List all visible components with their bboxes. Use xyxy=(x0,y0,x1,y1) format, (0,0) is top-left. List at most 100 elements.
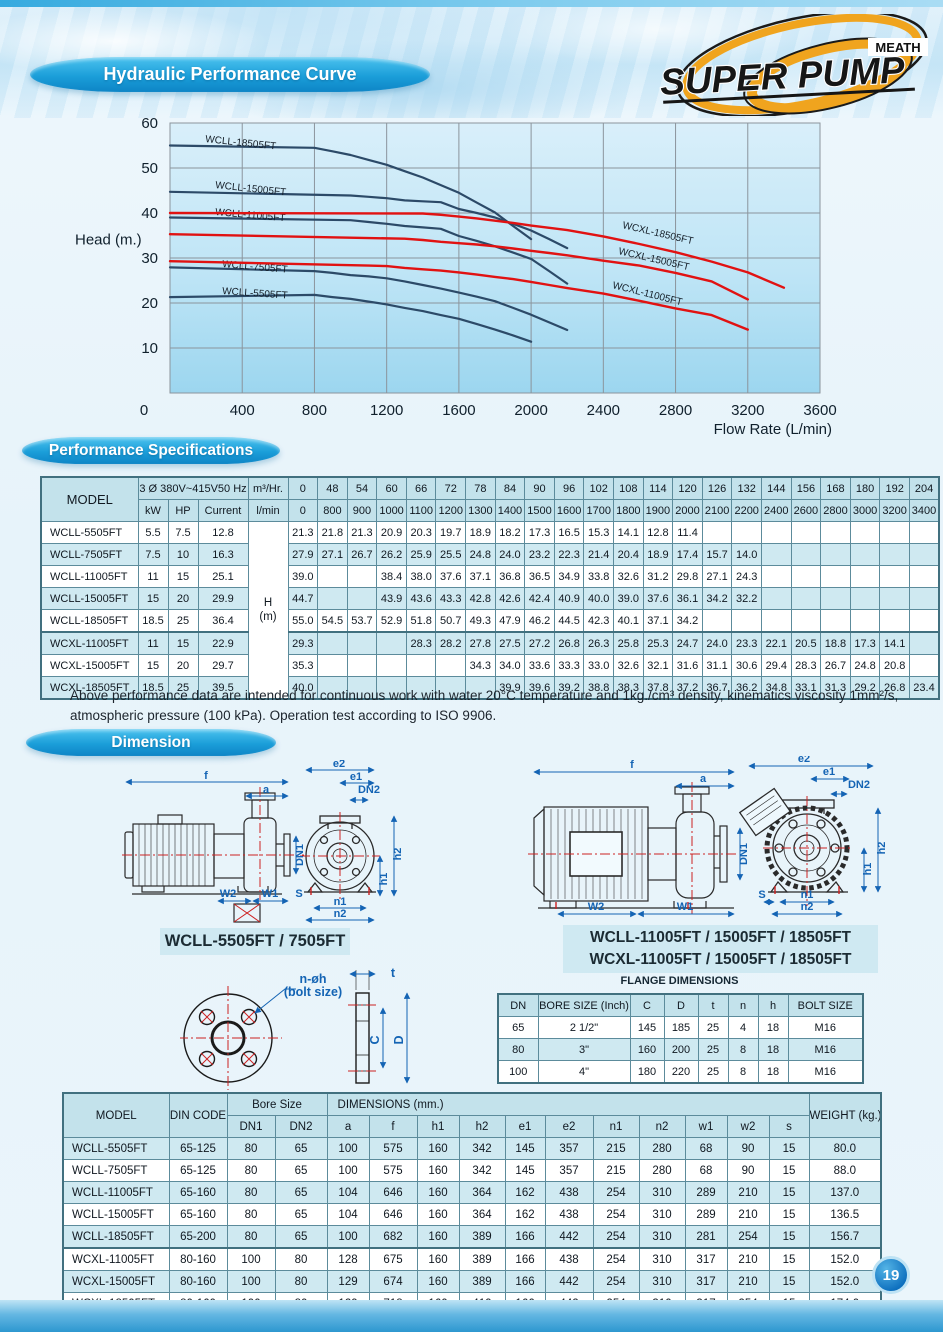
cell: 254 xyxy=(592,1181,640,1204)
cell xyxy=(376,631,407,655)
cell: 254 xyxy=(726,1225,770,1249)
spec-row: WCLL-7505FT 7.5 10 16.3 27.9 27.1 26.7 26.2 25.9… xyxy=(40,543,940,566)
cell: 210 xyxy=(726,1247,770,1271)
cell: 65-125 xyxy=(168,1137,228,1160)
svg-text:1200: 1200 xyxy=(370,402,403,419)
header-cell: 60 xyxy=(376,476,407,500)
cell: 160 xyxy=(629,1038,665,1061)
cell: 30.6 xyxy=(731,654,762,677)
cell: 389 xyxy=(458,1225,506,1249)
top-accent-strip xyxy=(0,0,943,7)
caption-text: WCLL-5505FT / 7505FT xyxy=(164,932,346,950)
header-cell: 0 xyxy=(287,499,319,522)
header-cell: 3000 xyxy=(849,499,881,522)
cell: 145 xyxy=(504,1137,546,1160)
cell xyxy=(849,543,881,566)
cell: 12.8 xyxy=(642,521,674,544)
cell: 15 xyxy=(768,1270,810,1293)
cell: 210 xyxy=(726,1181,770,1204)
cell: 15.3 xyxy=(583,521,615,544)
flange-row: 80 3" 160 200 25 8 18 M16 xyxy=(497,1038,864,1061)
cell: 29.2 xyxy=(849,676,881,700)
cell: WCLL-11005FT xyxy=(40,565,139,588)
cell: WCLL-18505FT xyxy=(40,609,139,633)
svg-text:2400: 2400 xyxy=(587,402,620,419)
logo-meath-text: MEATH xyxy=(875,40,920,55)
cell: 27.1 xyxy=(317,543,348,566)
cell: 20.8 xyxy=(879,654,910,677)
header-cell: n xyxy=(727,993,759,1017)
cell: 18.5 xyxy=(137,676,169,700)
header-cell: s xyxy=(768,1115,810,1138)
cell: 39.9 xyxy=(494,676,526,700)
cell xyxy=(849,565,881,588)
cell: 40.0 xyxy=(583,587,615,610)
cell: 36.8 xyxy=(494,565,526,588)
cell: 39.0 xyxy=(613,587,644,610)
cell: 152.0 xyxy=(808,1247,882,1271)
cell xyxy=(879,521,910,544)
cell: 37.6 xyxy=(642,587,674,610)
cell: 100 xyxy=(326,1137,370,1160)
cell: 100 xyxy=(226,1270,276,1293)
svg-text:60: 60 xyxy=(141,115,158,132)
cell: 674 xyxy=(368,1270,418,1293)
header-cell: 66 xyxy=(405,476,437,500)
cell: 54.5 xyxy=(317,609,348,633)
cell: 129 xyxy=(326,1270,370,1293)
cell: 33.0 xyxy=(583,654,615,677)
cell: 15 xyxy=(768,1247,810,1271)
caption-wcll-wcxl-models: WCLL-11005FT / 15005FT / 18505FT WCXL-11… xyxy=(563,925,878,973)
cell: 44.7 xyxy=(287,587,319,610)
curve-WCLL-18505FT xyxy=(168,144,533,241)
flange-bolt-drawing: n-øh(bolt size) t C D xyxy=(180,966,411,1090)
cell: 34.8 xyxy=(761,676,792,700)
curve-WCXL-15005FT xyxy=(168,232,749,301)
dim-label-a: a xyxy=(700,773,707,785)
side-view-outline xyxy=(533,786,734,909)
dim-label-h1: h1 xyxy=(378,873,390,886)
header-cell: 102 xyxy=(583,476,615,500)
cell xyxy=(820,565,851,588)
header-cell: DIMENSIONS (mm.) xyxy=(326,1092,810,1116)
cell xyxy=(761,543,792,566)
cell: 17.3 xyxy=(524,521,555,544)
cell: 47.9 xyxy=(494,609,526,633)
flange-row: 100 4" 180 220 25 8 18 M16 xyxy=(497,1060,864,1084)
cell: 25 xyxy=(697,1038,729,1061)
cell: 5.5 xyxy=(137,521,169,544)
cell: 254 xyxy=(592,1225,640,1249)
cell: 18 xyxy=(757,1060,789,1084)
cell: 145 xyxy=(504,1159,546,1182)
curve-WCLL-15005FT xyxy=(168,190,569,250)
dim-label-W2: W2 xyxy=(588,901,605,913)
dim-label-D: D xyxy=(392,1035,406,1044)
dimension-lines xyxy=(125,766,398,924)
cell: 80-160 xyxy=(168,1270,228,1293)
svg-text:50: 50 xyxy=(141,160,158,177)
cell: 27.9 xyxy=(287,543,319,566)
cell: 34.2 xyxy=(701,587,733,610)
cell: 289 xyxy=(684,1203,728,1226)
cell: 25.8 xyxy=(613,631,644,655)
header-cell: 1200 xyxy=(435,499,467,522)
cell: WCLL-11005FT xyxy=(62,1181,170,1204)
cell: 220 xyxy=(663,1060,699,1084)
dim-label-W1: W1 xyxy=(677,901,694,913)
cell: 27.1 xyxy=(701,565,733,588)
cell: 29.3 xyxy=(287,631,319,655)
cell: 3" xyxy=(537,1038,631,1061)
cell: 20 xyxy=(167,587,199,610)
dims-row: WCXL-15005FT 80-160 100 80 129 674 160 389 166 44… xyxy=(62,1270,882,1293)
cell: 31.6 xyxy=(672,654,703,677)
cell: 254 xyxy=(592,1203,640,1226)
cell xyxy=(465,676,496,700)
svg-text:3200: 3200 xyxy=(731,402,764,419)
dim-label-boltsize: (bolt size) xyxy=(284,985,342,999)
header-cell: 2100 xyxy=(701,499,733,522)
header-cell: m³/Hr. xyxy=(247,476,289,500)
cell: 33.8 xyxy=(583,565,615,588)
cell: 25 xyxy=(697,1060,729,1084)
dim-label-e1: e1 xyxy=(823,766,835,778)
